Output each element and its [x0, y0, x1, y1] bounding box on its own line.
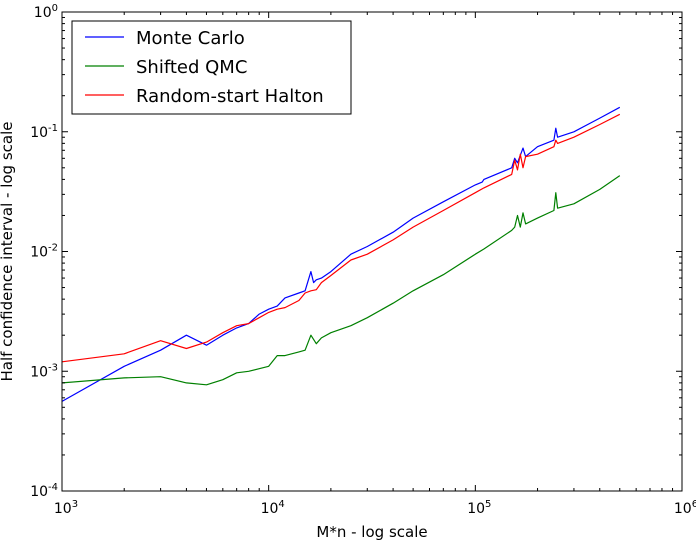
series-line-2 [61, 113, 621, 363]
y-tick-label-3: 10-1 [30, 123, 58, 141]
x-tick-label-1: 104 [261, 499, 285, 517]
y-tick-label-2: 10-2 [30, 243, 58, 261]
y-tick-label-1: 10-3 [30, 362, 58, 380]
series-line-1 [61, 175, 621, 386]
legend-label-2: Random-start Halton [136, 86, 324, 107]
y-tick-label-4: 100 [34, 3, 58, 21]
y-axis-label: Half confidence interval - log scale [0, 122, 16, 382]
x-tick-label-2: 105 [467, 499, 491, 517]
legend-label-1: Shifted QMC [136, 57, 247, 78]
series-layer [61, 106, 621, 402]
series-line-0 [61, 106, 621, 402]
x-tick-label-3: 106 [674, 499, 696, 517]
legend: Monte Carlo Shifted QMC Random-start Halto… [71, 20, 352, 115]
tick-layer: 103 104 105 106 10-4 10-3 10-2 10-1 100 [30, 3, 696, 517]
x-tick-label-0: 103 [54, 499, 78, 517]
x-axis-label: M*n - log scale [316, 523, 427, 541]
legend-label-0: Monte Carlo [136, 28, 245, 49]
y-tick-label-0: 10-4 [30, 482, 58, 500]
